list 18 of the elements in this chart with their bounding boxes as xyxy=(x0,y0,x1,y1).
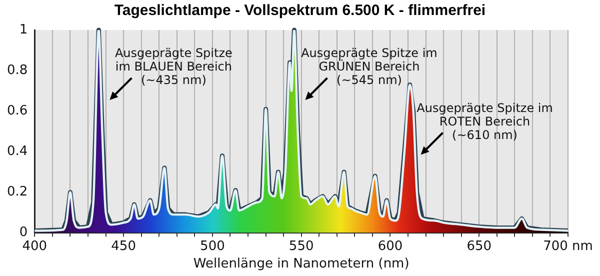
x-tick-label: 700 nm xyxy=(543,238,593,254)
y-tick-label: 0.6 xyxy=(6,103,28,118)
y-tick-label: 0.4 xyxy=(6,144,28,160)
y-tick-label: 0.2 xyxy=(6,184,28,200)
annotation: Ausgeprägte Spitze im ROTEN Bereich (~610 nm) xyxy=(416,100,553,142)
chart-title: Tageslichtlampe - Vollspektrum 6.500 K - flimmerfrei xyxy=(113,2,487,19)
x-tick-label: 400 xyxy=(22,238,48,254)
x-tick-label: 450 xyxy=(111,238,136,254)
y-tick-label: 0.8 xyxy=(6,62,28,78)
x-axis-title: Wellenlänge in Nanometern (nm) xyxy=(193,256,410,272)
x-tick-label: 500 xyxy=(200,238,225,254)
x-tick-label: 650 xyxy=(466,238,492,254)
x-tick-label: 550 xyxy=(288,238,314,254)
y-tick-label: 0 xyxy=(19,225,28,240)
annotation: Ausgeprägte Spitze im BLAUEN Bereich (~435 nm) xyxy=(114,46,232,88)
x-tick-label: 600 xyxy=(378,238,403,254)
annotation: Ausgeprägte Spitze im GRÜNEN Bereich (~545 nm) xyxy=(301,46,438,88)
y-tick-label: 1 xyxy=(19,22,28,38)
